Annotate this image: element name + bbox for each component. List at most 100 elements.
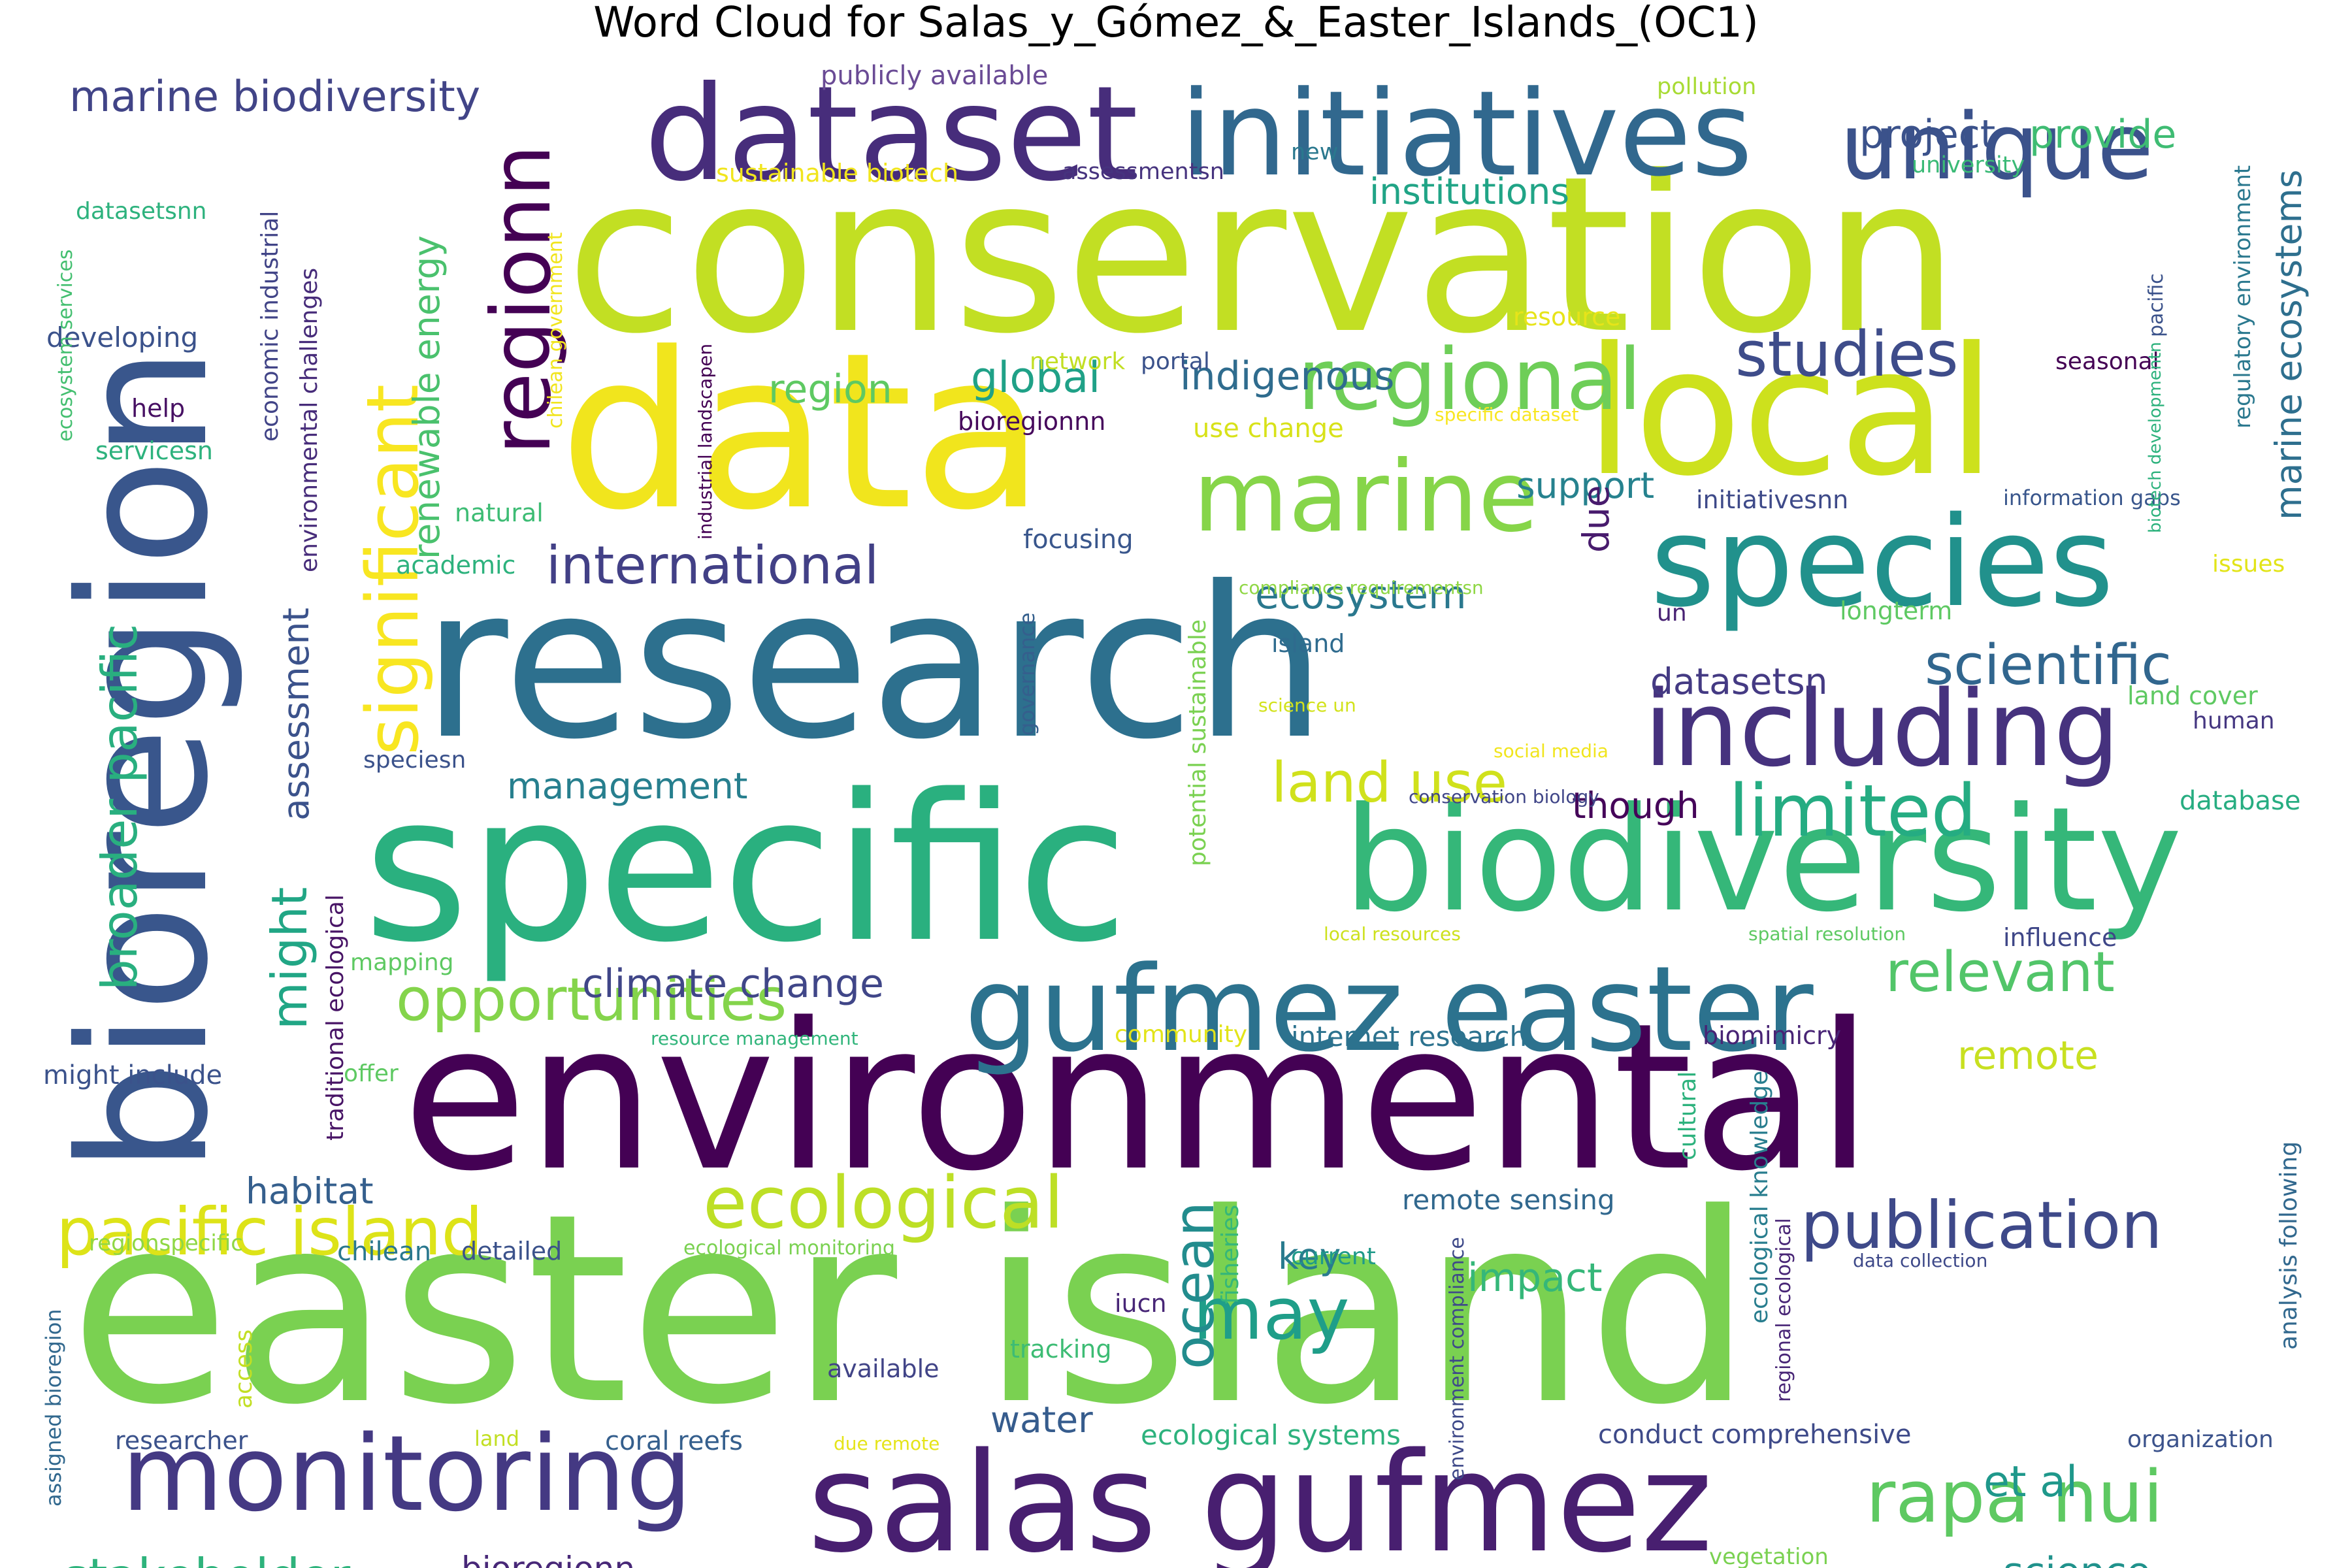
- word-43: indigenous: [1180, 353, 1395, 399]
- word-73: servicesn: [95, 436, 213, 465]
- word-88: island: [1271, 629, 1345, 658]
- word-133: traditional ecological: [322, 894, 349, 1141]
- word-13: species: [1650, 490, 2114, 634]
- word-76: resource: [1513, 302, 1621, 331]
- word-21: pacific island: [56, 1194, 483, 1270]
- word-118: researcher: [115, 1426, 248, 1455]
- word-59: water: [990, 1399, 1093, 1441]
- word-10: unique: [1840, 94, 2154, 201]
- word-26: opportunities: [396, 966, 787, 1034]
- word-23: publication: [1801, 1187, 2163, 1264]
- word-57: impact: [1467, 1255, 1603, 1301]
- word-127: economic industrial: [257, 210, 284, 442]
- word-82: seasonal: [2055, 348, 2159, 375]
- word-7: easter island: [69, 1158, 1754, 1462]
- word-37: marine biodiversity: [69, 73, 481, 122]
- word-42: global: [971, 353, 1101, 402]
- word-61: information: [1494, 1565, 1720, 1568]
- word-136: fisheries: [1217, 1204, 1244, 1304]
- word-65: pollution: [1657, 74, 1757, 100]
- word-87: issues: [2212, 551, 2285, 578]
- word-63: bioregionn: [461, 1552, 635, 1568]
- word-22: ecological: [703, 1161, 1064, 1245]
- word-25: limited: [1729, 769, 1977, 853]
- word-91: science un: [1258, 694, 1356, 716]
- word-103: community: [1115, 1021, 1248, 1048]
- word-106: might include: [43, 1060, 223, 1090]
- word-94: social media: [1494, 740, 1609, 762]
- word-109: regionspecific: [89, 1230, 243, 1256]
- word-36: stakeholder: [63, 1552, 350, 1568]
- word-16: monitoring: [122, 1413, 693, 1535]
- word-28: ocean: [1162, 1201, 1227, 1369]
- word-120: coral reefs: [605, 1426, 743, 1456]
- word-75: academic: [396, 551, 516, 580]
- word-30: international: [546, 535, 879, 596]
- word-117: available: [827, 1354, 939, 1383]
- word-49: institutions: [1369, 171, 1570, 212]
- word-44: renewable energy: [406, 235, 448, 559]
- word-115: iucn: [1115, 1289, 1167, 1318]
- word-48: region: [768, 367, 892, 412]
- word-134: assigned bioregion: [43, 1309, 66, 1507]
- word-108: remote sensing: [1402, 1184, 1615, 1216]
- word-116: tracking: [1010, 1335, 1112, 1364]
- word-112: ecological monitoring: [683, 1237, 895, 1260]
- word-86: compliance requirementsn: [1239, 577, 1484, 598]
- word-130: industrial landscapen: [694, 343, 716, 540]
- word-144: analysis following: [2276, 1141, 2302, 1350]
- word-9: initiatives: [1180, 66, 1753, 203]
- word-31: scientific: [1925, 633, 2172, 698]
- word-34: broader pacific: [91, 623, 148, 990]
- word-110: chilean: [337, 1237, 432, 1267]
- word-79: use change: [1193, 414, 1344, 444]
- word-111: detailed: [461, 1237, 563, 1266]
- word-95: conservation biology: [1409, 786, 1599, 808]
- word-50: management: [507, 765, 748, 807]
- word-54: et al: [1984, 1458, 2078, 1507]
- word-8: dataset: [644, 58, 1139, 210]
- word-139: ecological knowledge: [1746, 1070, 1773, 1324]
- word-27: may: [1193, 1272, 1350, 1356]
- word-100: spatial resolution: [1748, 923, 1906, 945]
- word-67: assessmentsn: [1062, 159, 1224, 185]
- word-90: un: [1657, 600, 1687, 627]
- word-38: climate change: [582, 961, 884, 1007]
- word-70: datasetsnn: [76, 198, 207, 225]
- word-cloud: conservation data local research bioregion sp…: [43, 50, 2309, 1568]
- word-32: relevant: [1886, 940, 2115, 1005]
- word-142: pacific: [2145, 273, 2168, 337]
- word-102: resource management: [651, 1028, 858, 1049]
- word-17: marine: [1193, 440, 1539, 554]
- word-18: regional: [1298, 330, 1642, 429]
- word-58: key: [1278, 1235, 1341, 1277]
- word-51: datasetsn: [1650, 661, 1828, 702]
- word-3: research: [422, 542, 1327, 785]
- word-123: conduct comprehensive: [1598, 1420, 1912, 1450]
- word-84: initiativesnn: [1696, 485, 1849, 514]
- word-126: ecosystem services: [54, 249, 77, 442]
- word-11: biodiversity: [1343, 776, 2183, 943]
- word-138: cultural: [1674, 1071, 1701, 1160]
- word-55: habitat: [246, 1170, 374, 1212]
- word-105: biomimicry: [1703, 1021, 1842, 1050]
- word-46: marine ecosystems: [2268, 169, 2309, 520]
- word-72: help: [131, 394, 186, 423]
- word-140: regional ecological: [1772, 1218, 1795, 1402]
- word-104: internet research: [1291, 1021, 1527, 1053]
- word-15: salas gufmez: [808, 1423, 1713, 1568]
- word-24: rapa nui: [1866, 1455, 2163, 1539]
- word-137: environment compliance: [1446, 1237, 1469, 1480]
- word-85: information gaps: [2003, 485, 2181, 510]
- word-56: remote: [1957, 1033, 2099, 1079]
- word-93: human: [2193, 708, 2275, 734]
- word-40: provide: [2029, 112, 2177, 157]
- word-77: network: [1030, 348, 1126, 375]
- word-119: land: [474, 1426, 520, 1451]
- word-12: gufmez easter: [964, 941, 1814, 1078]
- word-114: data collection: [1853, 1250, 1988, 1271]
- word-69: university: [1912, 152, 2025, 178]
- word-107: offer: [344, 1060, 399, 1087]
- word-74: natural: [455, 498, 544, 527]
- word-92: land cover: [2127, 681, 2258, 710]
